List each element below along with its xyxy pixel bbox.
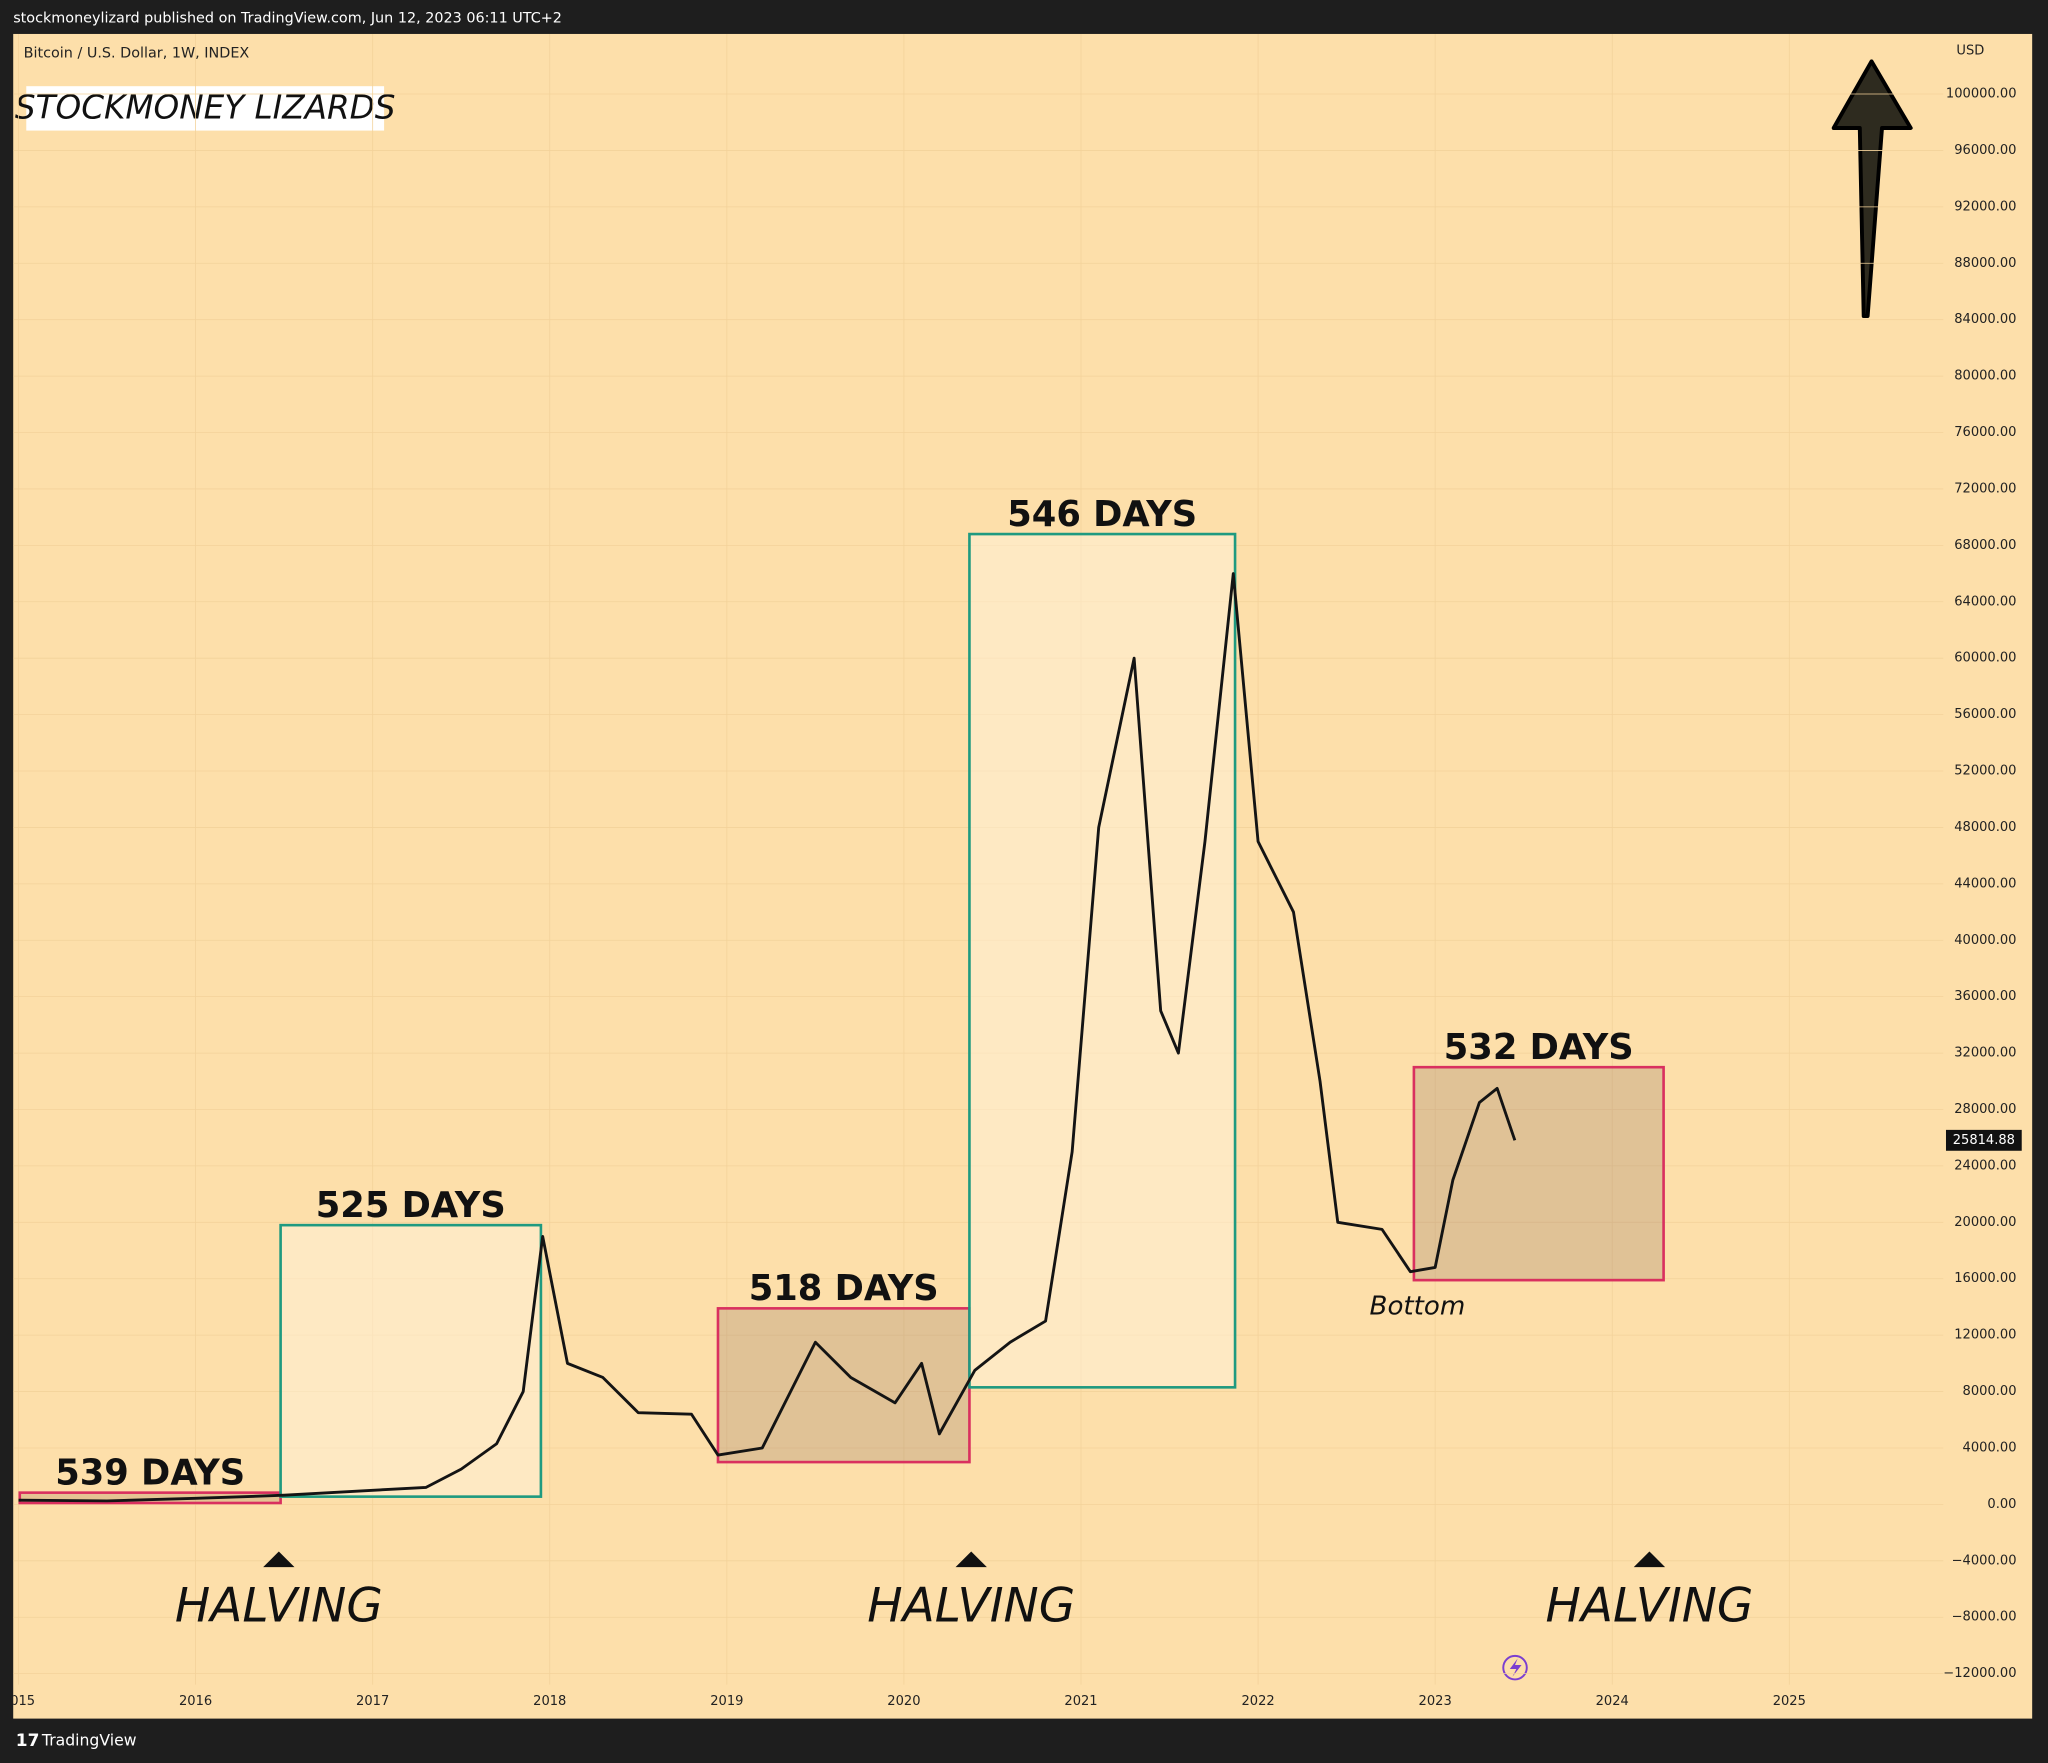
- y-tick-label: 12000.00: [1954, 1328, 2016, 1343]
- y-tick-label: 88000.00: [1954, 256, 2016, 271]
- y-tick-label: 64000.00: [1954, 594, 2016, 609]
- halving-label: HALVING: [175, 1578, 383, 1633]
- x-tick-label: 2018: [533, 1694, 566, 1709]
- y-tick-label: −8000.00: [1952, 1610, 2017, 1625]
- header: stockmoneylizard published on TradingVie…: [13, 10, 562, 26]
- y-tick-label: 52000.00: [1954, 764, 2016, 779]
- y-tick-label: 4000.00: [1963, 1440, 2017, 1455]
- y-tick-label: 84000.00: [1954, 312, 2016, 327]
- axes: −12000.00 −8000.00 −4000.00 0.00 4000.00 8000…: [1943, 87, 2022, 1681]
- y-axis-label: USD: [1956, 43, 1984, 58]
- cycle-box: [716, 1307, 971, 1464]
- cycle-box: [968, 532, 1237, 1389]
- x-tick-label: 2019: [710, 1694, 743, 1709]
- cycle-box-label: 532 DAYS: [1444, 1027, 1634, 1068]
- y-tick-label: 28000.00: [1954, 1102, 2016, 1117]
- y-tick-label: 80000.00: [1954, 369, 2016, 384]
- y-tick-label: 40000.00: [1954, 933, 2016, 948]
- cycle-box: [1412, 1065, 1665, 1282]
- y-tick-label: 48000.00: [1954, 820, 2016, 835]
- y-tick-label: 60000.00: [1954, 651, 2016, 666]
- annotation: Bottom: [1370, 1291, 1466, 1321]
- x-tick-label: 2025: [1773, 1694, 1806, 1709]
- x-tick-label: 2015: [2, 1694, 35, 1709]
- y-tick-label: 32000.00: [1954, 1046, 2016, 1061]
- chart-title: Bitcoin / U.S. Dollar, 1W, INDEX: [24, 46, 250, 62]
- watermark-box: [26, 86, 385, 131]
- halving-marker: [1633, 1551, 1666, 1568]
- logo-mark: 17: [16, 1731, 40, 1751]
- x-tick-label: 2021: [1064, 1694, 1097, 1709]
- x-tick-label: 2024: [1596, 1694, 1629, 1709]
- halving-marker: [955, 1551, 987, 1568]
- y-tick-label: 36000.00: [1954, 989, 2016, 1004]
- cycle-box-label: 525 DAYS: [316, 1185, 506, 1226]
- watermark: STOCKMONEY LIZARDS: [15, 89, 396, 127]
- y-tick-label: 24000.00: [1954, 1158, 2016, 1173]
- y-tick-label: 68000.00: [1954, 538, 2016, 553]
- y-tick-label: 76000.00: [1954, 425, 2016, 440]
- x-tick-label: 2020: [887, 1694, 920, 1709]
- last-price-box: [1945, 1129, 2022, 1151]
- halving-label: HALVING: [1545, 1578, 1753, 1633]
- up-arrow: [1831, 59, 1913, 318]
- last-price-label: 25814.88: [1953, 1133, 2015, 1148]
- y-tick-label: −12000.00: [1943, 1666, 2016, 1681]
- x-tick-label: 2016: [179, 1694, 212, 1709]
- event-icon-bolt: [1509, 1658, 1522, 1677]
- y-tick-label: 56000.00: [1954, 707, 2016, 722]
- y-tick-label: 100000.00: [1946, 87, 2017, 102]
- y-tick-label: 8000.00: [1963, 1384, 2017, 1399]
- y-tick-label: 20000.00: [1954, 1215, 2016, 1230]
- cycle-box: [279, 1223, 543, 1498]
- x-tick-label: 2022: [1241, 1694, 1274, 1709]
- cycle-box-label: 546 DAYS: [1007, 494, 1197, 535]
- y-tick-label: 0.00: [1987, 1497, 2016, 1512]
- halving-marker: [263, 1551, 295, 1568]
- y-tick-label: 96000.00: [1954, 143, 2016, 158]
- y-tick-label: 16000.00: [1954, 1271, 2016, 1286]
- y-tick-label: 92000.00: [1954, 199, 2016, 214]
- x-tick-label: 2023: [1419, 1694, 1452, 1709]
- y-tick-label: 44000.00: [1954, 876, 2016, 891]
- price-line: [18, 572, 1517, 1503]
- y-tick-label: −4000.00: [1952, 1553, 2017, 1568]
- cycle-box-label: 518 DAYS: [749, 1268, 939, 1309]
- footer: TradingView: [41, 1730, 137, 1749]
- plot: 2015 2016 2017 2018 2019 2020 2021 2022 2023 2024…: [2, 33, 1944, 1709]
- event-icon: [1502, 1654, 1528, 1681]
- halving-label: HALVING: [867, 1578, 1075, 1633]
- x-tick-label: 2017: [356, 1694, 389, 1709]
- y-tick-label: 72000.00: [1954, 481, 2016, 496]
- cycle-box-label: 539 DAYS: [55, 1452, 245, 1493]
